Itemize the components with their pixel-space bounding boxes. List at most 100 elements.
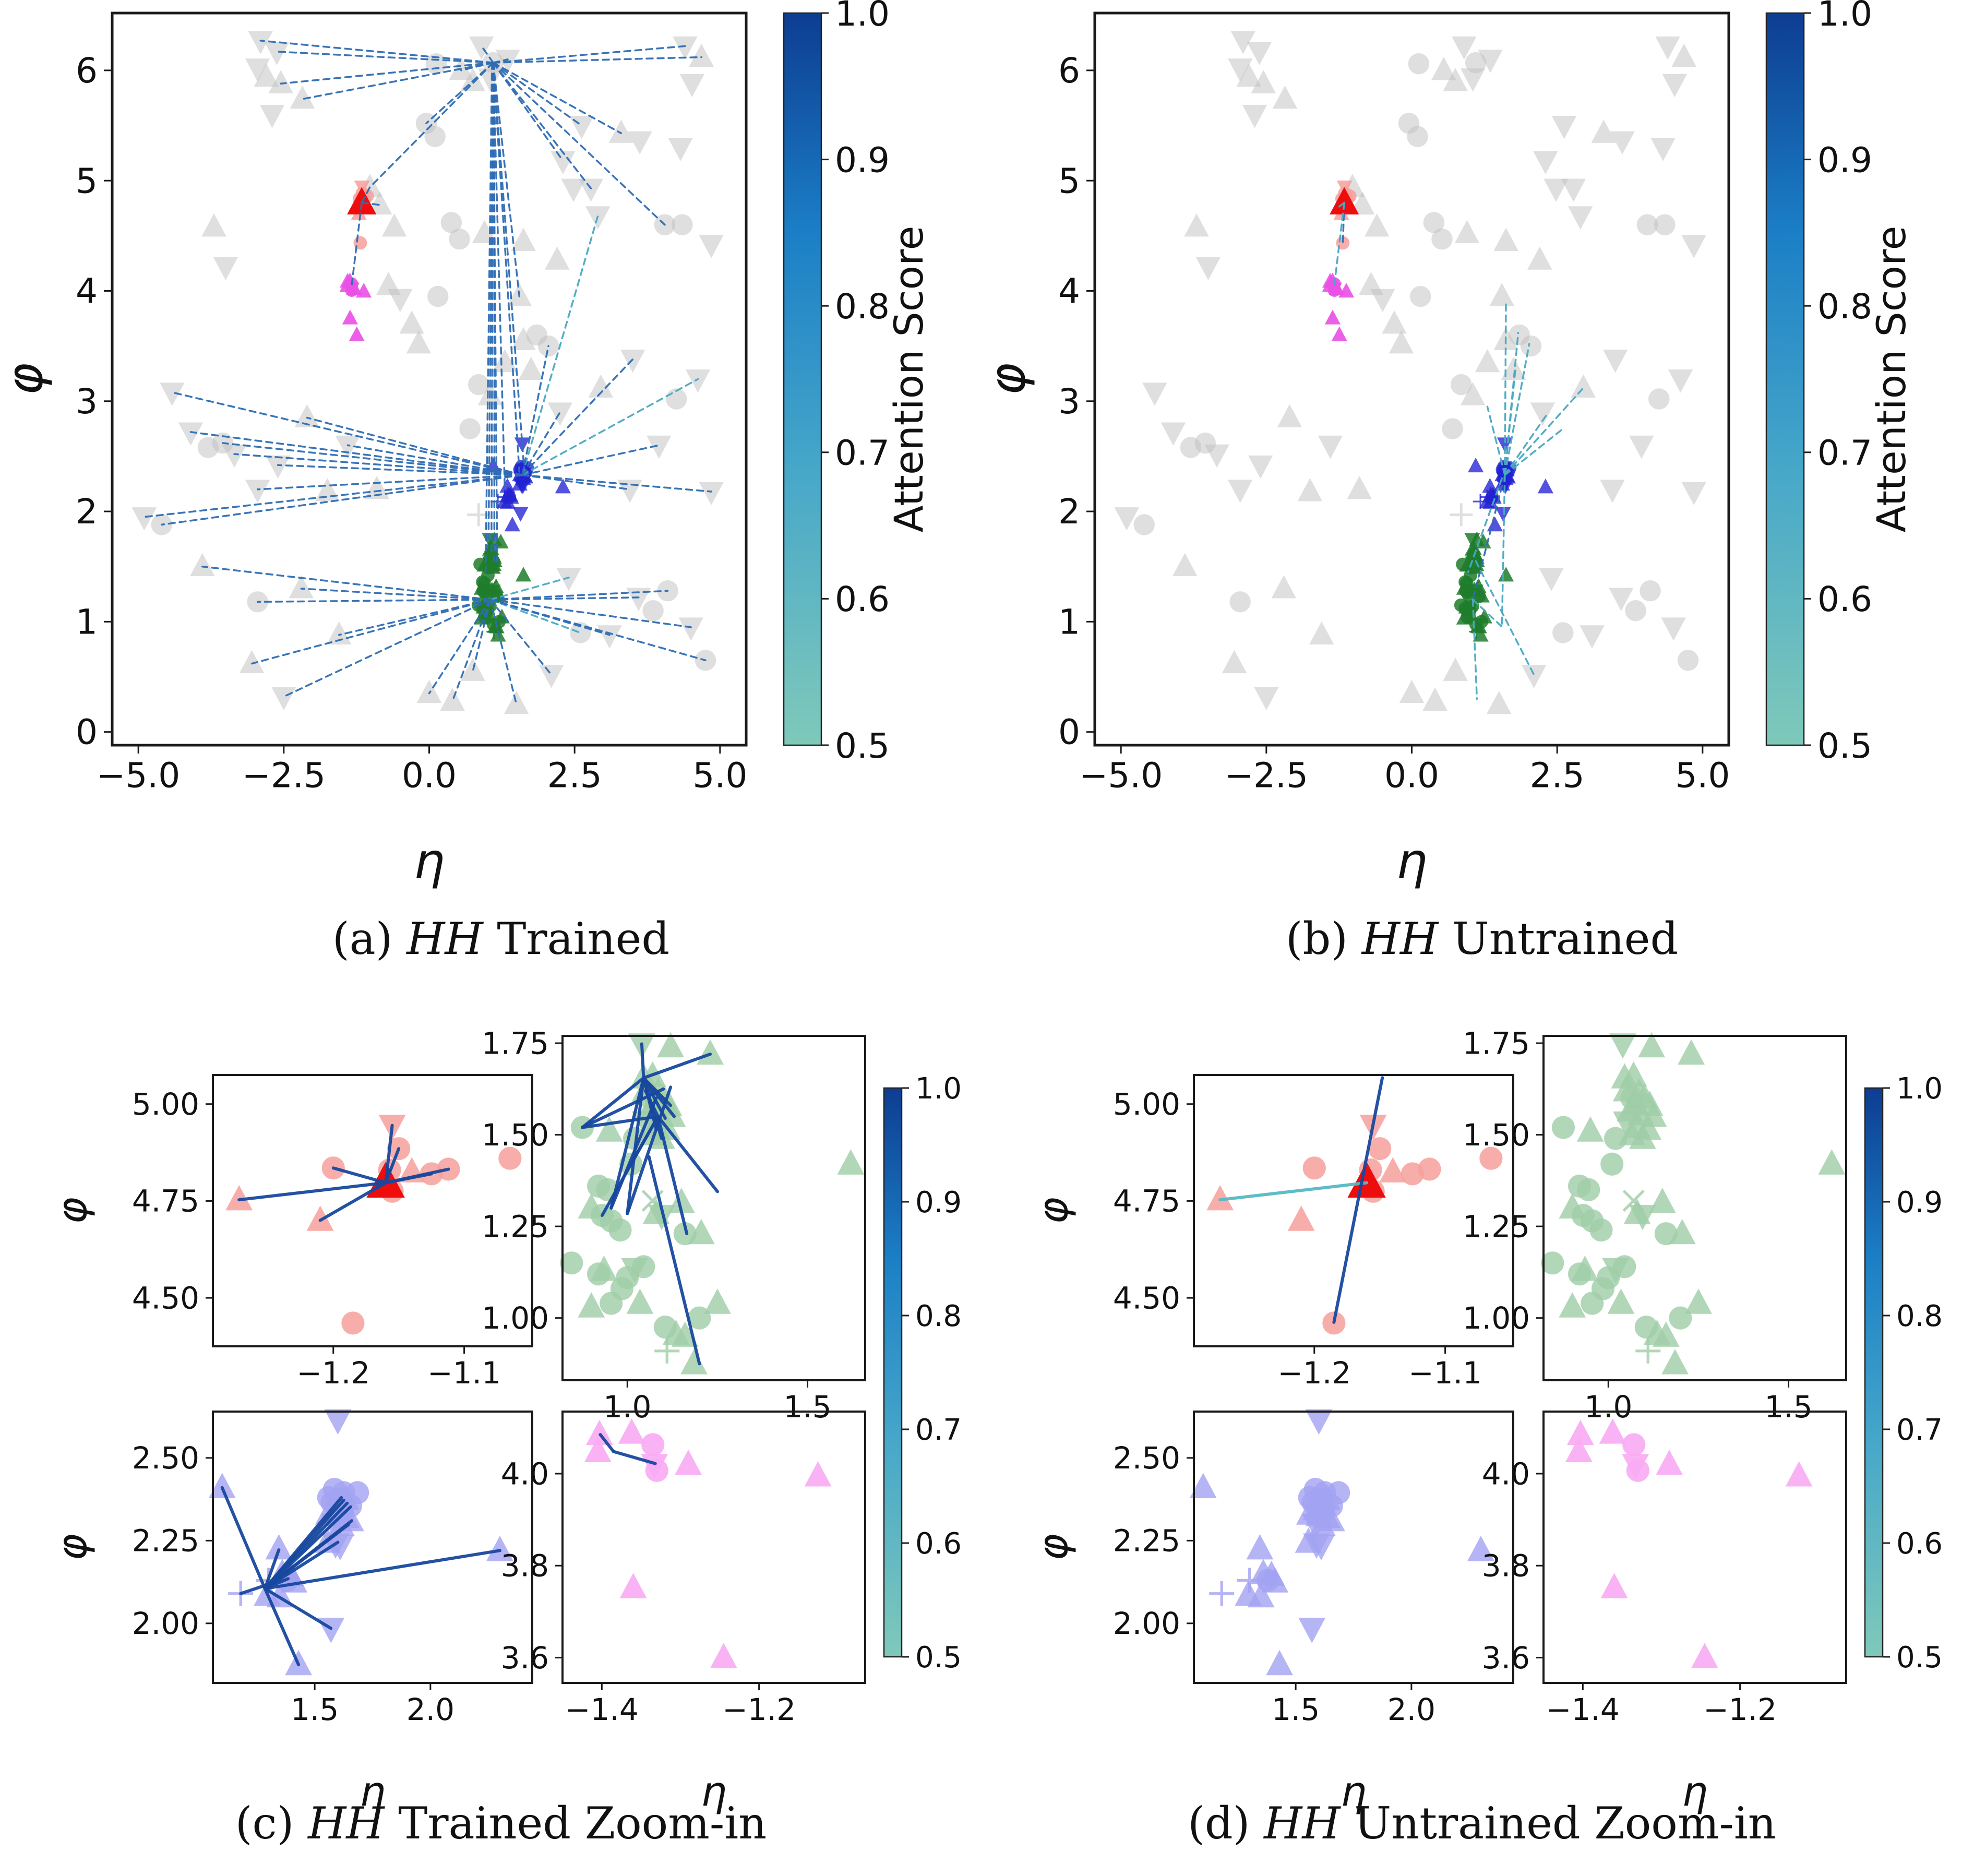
svg-text:2.00: 2.00 bbox=[132, 1606, 199, 1641]
svg-text:5.00: 5.00 bbox=[132, 1086, 199, 1122]
svg-text:1.0: 1.0 bbox=[1817, 0, 1872, 34]
svg-text:0.5: 0.5 bbox=[835, 726, 890, 766]
svg-text:4.75: 4.75 bbox=[132, 1184, 199, 1219]
svg-text:φ: φ bbox=[49, 1534, 96, 1560]
panel-c-blue-points-blue bbox=[208, 1409, 513, 1676]
svg-text:φ: φ bbox=[979, 363, 1036, 395]
svg-text:2: 2 bbox=[76, 492, 98, 532]
svg-text:−1.4: −1.4 bbox=[1546, 1692, 1620, 1727]
svg-text:4.50: 4.50 bbox=[132, 1280, 199, 1316]
svg-text:1.5: 1.5 bbox=[291, 1692, 339, 1727]
svg-text:1.00: 1.00 bbox=[1463, 1300, 1530, 1336]
caption-a: (a) HH Trained bbox=[31, 913, 971, 964]
panel-b-points-magenta bbox=[1322, 272, 1355, 341]
svg-text:1.0: 1.0 bbox=[1584, 1389, 1632, 1425]
svg-text:1.25: 1.25 bbox=[482, 1209, 549, 1244]
svg-text:−1.2: −1.2 bbox=[1703, 1692, 1777, 1727]
svg-text:2.50: 2.50 bbox=[132, 1440, 199, 1476]
panel-b-ticks: −5.0 −2.5 0.0 2.5 5.0 0 1 2 3 4 5 6 bbox=[1058, 51, 1730, 796]
svg-text:5.00: 5.00 bbox=[1113, 1086, 1180, 1122]
panel-c-red: −1.2 −1.1 4.50 4.75 5.00 φ bbox=[49, 1074, 533, 1391]
svg-text:4: 4 bbox=[1058, 271, 1080, 312]
svg-text:4.75: 4.75 bbox=[1113, 1184, 1180, 1219]
svg-text:2.5: 2.5 bbox=[1530, 756, 1585, 796]
caption-d: (d) HH Untrained Zoom-in bbox=[1012, 1798, 1952, 1849]
svg-text:1.0: 1.0 bbox=[603, 1389, 651, 1425]
svg-text:1: 1 bbox=[1058, 602, 1080, 642]
svg-text:1.75: 1.75 bbox=[1463, 1025, 1530, 1061]
svg-text:0.7: 0.7 bbox=[1896, 1413, 1943, 1447]
caption-c: (c) HH Trained Zoom-in bbox=[31, 1798, 971, 1849]
svg-text:1.0: 1.0 bbox=[835, 0, 890, 34]
svg-text:0.8: 0.8 bbox=[915, 1299, 962, 1333]
panel-a-points-blue bbox=[485, 437, 571, 532]
svg-text:0.7: 0.7 bbox=[835, 433, 890, 473]
panel-d-blue: 1.5 2.0 2.00 2.25 2.50 η φ bbox=[1030, 1409, 1514, 1815]
panel-d-green: 1.0 1.5 1.00 1.25 1.50 1.75 bbox=[1463, 1025, 1847, 1425]
svg-text:4.50: 4.50 bbox=[1113, 1280, 1180, 1316]
svg-text:−1.2: −1.2 bbox=[296, 1355, 370, 1391]
svg-text:3: 3 bbox=[1058, 381, 1080, 422]
panel-c-blue-points bbox=[208, 1409, 513, 1676]
svg-text:0.6: 0.6 bbox=[915, 1527, 962, 1561]
panel-c-green-ticks: 1.0 1.5 1.00 1.25 1.50 1.75 bbox=[482, 1025, 832, 1424]
caption-c-math: HH bbox=[308, 1798, 385, 1849]
svg-text:−1.4: −1.4 bbox=[565, 1692, 639, 1727]
svg-text:3.8: 3.8 bbox=[501, 1548, 549, 1584]
panel-b-points-blue bbox=[1467, 437, 1553, 532]
panel-a-points-gray bbox=[131, 31, 724, 714]
svg-text:0.8: 0.8 bbox=[1896, 1299, 1943, 1333]
panel-d-magenta-points bbox=[1565, 1418, 1813, 1668]
svg-text:0.6: 0.6 bbox=[1896, 1527, 1943, 1561]
svg-text:3.6: 3.6 bbox=[1482, 1640, 1530, 1676]
svg-text:5.0: 5.0 bbox=[1675, 756, 1730, 796]
svg-text:2.50: 2.50 bbox=[1113, 1440, 1180, 1476]
svg-text:−2.5: −2.5 bbox=[1225, 756, 1308, 796]
svg-text:−5.0: −5.0 bbox=[97, 756, 180, 796]
svg-text:3: 3 bbox=[76, 381, 98, 422]
panel-c-magenta-points-magenta bbox=[584, 1418, 832, 1668]
panel-b-points-red-big bbox=[1330, 187, 1359, 214]
panel-b: −5.0 −2.5 0.0 2.5 5.0 0 1 2 3 4 5 6 η φ bbox=[979, 11, 1730, 890]
svg-text:2.25: 2.25 bbox=[132, 1523, 199, 1559]
svg-text:5: 5 bbox=[76, 161, 98, 201]
svg-text:0.8: 0.8 bbox=[1817, 286, 1872, 327]
caption-a-prefix: (a) bbox=[332, 913, 407, 964]
svg-text:0.9: 0.9 bbox=[915, 1186, 962, 1220]
svg-text:1.5: 1.5 bbox=[783, 1389, 831, 1425]
svg-text:4.0: 4.0 bbox=[501, 1456, 549, 1491]
panel-b-points-green bbox=[1454, 531, 1514, 642]
panel-c-blue-ticks: 1.5 2.0 2.00 2.25 2.50 bbox=[132, 1440, 454, 1727]
panel-c-blue-attention-lines bbox=[220, 1486, 501, 1667]
panel-d-magenta-points-magenta bbox=[1565, 1418, 1813, 1668]
svg-text:0.5: 0.5 bbox=[1817, 726, 1872, 766]
panel-c-magenta-ticks: −1.4 −1.2 3.6 3.8 4.0 bbox=[501, 1456, 796, 1727]
caption-b: (b) HH Untrained bbox=[1012, 913, 1952, 964]
caption-b-rest: Untrained bbox=[1438, 913, 1679, 964]
panel-d-red-points-red-big bbox=[1347, 1162, 1386, 1198]
svg-text:Attention Score: Attention Score bbox=[886, 226, 932, 533]
panel-a-attention-lines bbox=[143, 40, 712, 706]
caption-a-math: HH bbox=[406, 913, 483, 964]
svg-text:φ: φ bbox=[49, 1197, 96, 1224]
svg-text:−1.1: −1.1 bbox=[427, 1355, 501, 1391]
svg-text:1.50: 1.50 bbox=[1463, 1117, 1530, 1153]
caption-b-math: HH bbox=[1361, 913, 1439, 964]
caption-d-prefix: (d) bbox=[1188, 1798, 1264, 1849]
panel-c-green: 1.0 1.5 1.00 1.25 1.50 1.75 bbox=[482, 1025, 866, 1425]
svg-text:2.00: 2.00 bbox=[1113, 1606, 1180, 1641]
panel-c-green-points-green bbox=[560, 1032, 865, 1375]
svg-text:−1.1: −1.1 bbox=[1408, 1355, 1482, 1391]
panel-d-green-points-green bbox=[1541, 1032, 1846, 1375]
caption-c-rest: Trained Zoom-in bbox=[384, 1798, 767, 1849]
svg-text:φ: φ bbox=[1030, 1197, 1077, 1224]
svg-text:1: 1 bbox=[76, 602, 98, 642]
panel-d-red: −1.2 −1.1 4.50 4.75 5.00 φ bbox=[1030, 1074, 1514, 1391]
panel-d-magenta: −1.4 −1.2 3.6 3.8 4.0 η bbox=[1482, 1411, 1847, 1815]
panel-c-red-points bbox=[225, 1115, 522, 1335]
svg-text:5: 5 bbox=[1058, 161, 1080, 201]
svg-text:0.6: 0.6 bbox=[835, 579, 890, 619]
svg-text:−1.2: −1.2 bbox=[722, 1692, 796, 1727]
svg-text:0: 0 bbox=[76, 712, 98, 752]
